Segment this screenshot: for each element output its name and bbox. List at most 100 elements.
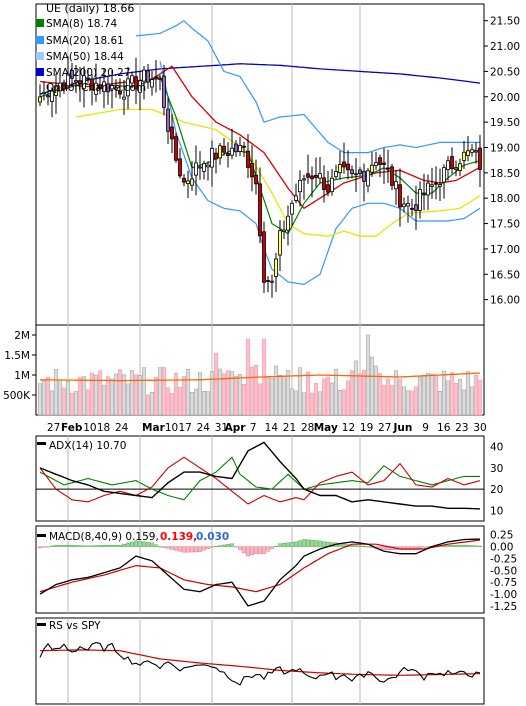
candle-body: [154, 76, 158, 80]
macd-histogram-bar: [122, 543, 126, 547]
volume-bar: [49, 390, 55, 416]
volume-bar: [253, 364, 259, 416]
candle-body: [38, 96, 42, 103]
x-axis-label: 27: [47, 422, 60, 434]
volume-bar: [185, 369, 191, 416]
price-tick-label: 19.50: [490, 117, 520, 129]
macd-histogram-bar: [106, 544, 110, 547]
volume-bar: [137, 374, 143, 416]
adx-panel: 40 30 20 10: [36, 441, 503, 517]
macd-tick-label: -0.75: [490, 577, 517, 589]
volume-bar: [313, 383, 319, 416]
macd-histogram-bar: [242, 546, 246, 554]
volume-bar: [413, 386, 419, 416]
macd-histogram-bar: [466, 545, 470, 547]
candle-body: [274, 258, 278, 277]
volume-tick-label: 500K: [3, 390, 31, 402]
candle-body: [262, 231, 266, 283]
candle-body: [338, 164, 342, 174]
candle-body: [250, 163, 254, 178]
candle-body: [430, 184, 434, 187]
macd-histogram-bar: [38, 546, 42, 549]
candle-body: [414, 204, 418, 211]
volume-bar: [441, 370, 447, 416]
volume-bar: [141, 367, 147, 416]
volume-bar: [209, 371, 215, 416]
candle-body: [246, 150, 250, 168]
candle-body: [418, 189, 422, 211]
macd-histogram-bar: [66, 544, 70, 547]
macd-tick-label: 0.00: [490, 542, 513, 554]
macd-histogram-bar: [42, 546, 46, 548]
adx-line: [39, 441, 481, 510]
adx-tick-label: 30: [490, 463, 503, 475]
legend: SMA(8) 18.74 SMA(20) 18.61 SMA(50) 18.44…: [36, 18, 131, 79]
macd-histogram-bar: [186, 546, 190, 553]
candle-body: [286, 215, 290, 231]
macd-histogram-bar: [146, 542, 150, 547]
sma20-line: [39, 65, 481, 210]
macd-histogram-bar: [134, 540, 138, 547]
volume-bar: [285, 370, 291, 416]
candle-body: [74, 80, 78, 83]
macd-histogram-bar: [302, 539, 306, 547]
candle-body: [186, 180, 190, 184]
volume-bar: [173, 372, 179, 416]
volume-bar: [229, 371, 235, 416]
macd-histogram-bar: [254, 546, 258, 554]
volume-bar: [257, 383, 263, 416]
macd-histogram-bar: [462, 544, 466, 547]
volume-bar: [477, 379, 483, 416]
macd-panel: 0.250.00-0.25-0.50-0.75-1.00-1.25: [38, 530, 517, 613]
volume-bar: [361, 369, 367, 416]
volume-bar: [449, 372, 455, 416]
volume-bar: [437, 391, 443, 416]
candle-body: [90, 78, 94, 91]
macd-histogram-bar: [246, 546, 250, 557]
volume-bar: [189, 392, 195, 416]
watermark: OptionChance.com: [46, 82, 146, 94]
candle-body: [226, 153, 230, 156]
volume-bar: [181, 376, 187, 416]
macd-histogram-bar: [298, 540, 302, 547]
macd-histogram-bar: [478, 545, 482, 547]
volume-bar: [309, 392, 315, 416]
macd-histogram-bar: [358, 545, 362, 547]
x-axis-label: 27: [378, 422, 391, 434]
candle-body: [358, 169, 362, 174]
panel-frames: [35, 3, 485, 705]
volume-bar: [121, 374, 127, 416]
volume-bar: [341, 389, 347, 416]
candle-body: [270, 280, 274, 283]
macd-histogram-bar: [294, 541, 298, 547]
volume-bar: [197, 372, 203, 416]
macd-histogram-bar: [226, 544, 230, 547]
macd-histogram-bar: [138, 541, 142, 547]
candle-body: [394, 181, 398, 190]
price-tick-label: 17.50: [490, 219, 520, 231]
price-tick-label: 21.50: [490, 16, 520, 28]
candle-body: [214, 152, 218, 160]
macd-histogram-bar: [458, 544, 462, 547]
candle-body: [306, 173, 310, 178]
volume-bar: [109, 378, 115, 416]
legend-swatch-sma50: [36, 52, 44, 60]
candle-body: [362, 170, 366, 182]
candle-body: [298, 179, 302, 193]
volume-bar: [389, 385, 395, 416]
x-axis-label: Mar: [142, 422, 166, 434]
rs-average-line: [39, 649, 480, 676]
macd-histogram-bar: [266, 546, 270, 552]
price-tick-label: 20.50: [490, 66, 520, 78]
candle-body: [442, 167, 446, 183]
candle-body: [138, 80, 142, 93]
macd-histogram-bar: [102, 544, 106, 547]
sma200-line: [39, 63, 481, 95]
candle-body: [66, 73, 70, 87]
volume-bar: [397, 378, 403, 416]
candle-body: [114, 87, 118, 90]
price-tick-label: 16.00: [490, 295, 520, 307]
candle-body: [174, 136, 178, 161]
macd-tick-label: -1.00: [490, 589, 517, 601]
